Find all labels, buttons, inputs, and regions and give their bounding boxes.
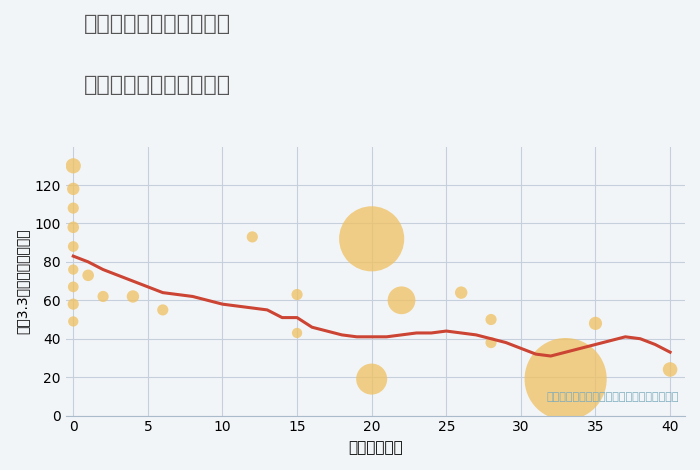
- Point: [68, 224, 79, 231]
- Point: [664, 366, 676, 373]
- Point: [68, 162, 79, 170]
- Text: 築年数別中古戸建て価格: 築年数別中古戸建て価格: [84, 75, 231, 95]
- Point: [68, 266, 79, 274]
- Point: [291, 291, 302, 298]
- Point: [83, 272, 94, 279]
- Point: [560, 376, 571, 383]
- Point: [246, 233, 258, 241]
- Point: [366, 235, 377, 243]
- Point: [366, 376, 377, 383]
- Text: 愛知県稲沢市陸田宮前の: 愛知県稲沢市陸田宮前の: [84, 14, 231, 34]
- Point: [68, 300, 79, 308]
- Point: [590, 320, 601, 327]
- Point: [291, 329, 302, 337]
- Point: [396, 297, 407, 304]
- Point: [68, 318, 79, 325]
- Point: [68, 204, 79, 212]
- Point: [68, 283, 79, 290]
- Point: [127, 293, 139, 300]
- Point: [68, 185, 79, 193]
- Point: [158, 306, 169, 313]
- Point: [97, 293, 108, 300]
- X-axis label: 築年数（年）: 築年数（年）: [348, 440, 402, 455]
- Point: [485, 339, 496, 346]
- Point: [485, 316, 496, 323]
- Point: [68, 243, 79, 250]
- Y-axis label: 坪（3.3㎡）単価（万円）: 坪（3.3㎡）単価（万円）: [15, 228, 29, 334]
- Point: [456, 289, 467, 297]
- Text: 円の大きさは、取引のあった物件面積を示す: 円の大きさは、取引のあった物件面積を示す: [546, 392, 679, 402]
